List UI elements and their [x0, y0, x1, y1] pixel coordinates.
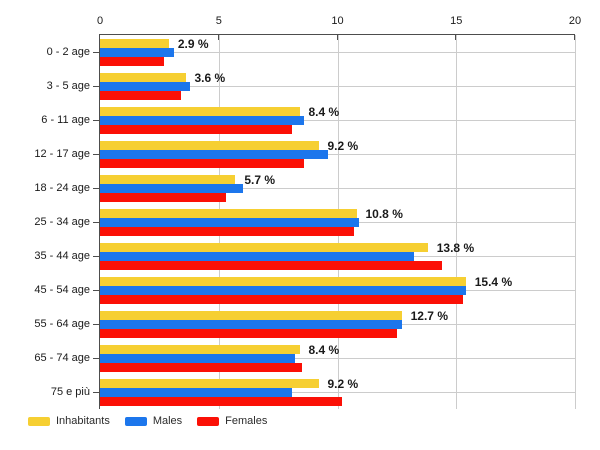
category-label: 75 e più: [50, 386, 90, 398]
legend-swatch-inhabitants: [28, 416, 50, 426]
bar-inhabitants: [100, 141, 319, 150]
bar-inhabitants: [100, 73, 186, 82]
bar-inhabitants: [100, 345, 300, 354]
vertical-gridline: [575, 35, 576, 409]
value-label: 15.4 %: [474, 275, 513, 289]
bar-males: [100, 354, 295, 363]
bar-females: [100, 57, 165, 66]
value-label: 2.9 %: [177, 37, 209, 51]
bar-inhabitants: [100, 311, 402, 320]
x-axis-label: 20: [568, 15, 582, 27]
bar-males: [100, 184, 243, 193]
bar-inhabitants: [100, 243, 428, 252]
category-gridline: [100, 392, 575, 393]
category-axis-tick: [93, 154, 99, 155]
category-label: 25 - 34 age: [34, 216, 90, 228]
category-axis-tick: [93, 290, 99, 291]
category-label: 3 - 5 age: [46, 80, 90, 92]
bar-males: [100, 218, 359, 227]
category-axis-tick: [93, 256, 99, 257]
bar-inhabitants: [100, 379, 319, 388]
legend-swatch-males: [124, 416, 147, 426]
bar-males: [100, 320, 402, 329]
value-label: 12.7 %: [410, 309, 448, 323]
bar-inhabitants: [100, 107, 300, 116]
category-label: 55 - 64 age: [34, 318, 90, 330]
category-axis-tick: [93, 392, 99, 393]
category-label: 65 - 74 age: [34, 352, 90, 364]
category-gridline: [100, 120, 575, 121]
value-label: 3.6 %: [194, 71, 226, 85]
bar-females: [100, 363, 302, 372]
category-label: 45 - 54 age: [34, 284, 90, 296]
x-axis-label: 10: [331, 15, 344, 27]
bar-inhabitants: [100, 277, 466, 286]
category-label: 0 - 2 age: [46, 46, 90, 58]
category-label: 35 - 44 age: [34, 250, 90, 262]
legend-label: Males: [152, 415, 183, 427]
bar-females: [100, 329, 397, 338]
bar-males: [100, 252, 414, 261]
x-axis-label: 5: [215, 15, 222, 27]
category-label: 18 - 24 age: [34, 182, 90, 194]
bar-males: [100, 388, 293, 397]
category-axis-tick: [93, 324, 99, 325]
bar-males: [100, 116, 305, 125]
x-axis-tick: [336, 34, 338, 40]
legend-item-inhabitants: Inhabitants: [28, 415, 110, 427]
bar-males: [100, 286, 466, 295]
value-label: 5.7 %: [244, 173, 276, 187]
bar-females: [100, 397, 343, 406]
category-gridline: [100, 86, 575, 87]
bar-females: [100, 193, 226, 202]
category-axis-tick: [93, 358, 99, 359]
bar-males: [100, 48, 174, 57]
value-label: 8.4 %: [308, 105, 340, 119]
value-label: 9.2 %: [327, 139, 359, 153]
value-label: 10.8 %: [365, 207, 403, 221]
category-gridline: [100, 358, 575, 359]
bar-females: [100, 125, 293, 134]
bar-females: [100, 227, 355, 236]
plot-area: 0 5 10 15 20 0 - 2 age 2.9 % 3 - 5 age 3.6 % 6 - …: [34, 15, 581, 409]
category-label: 6 - 11 age: [41, 114, 90, 126]
bar-females: [100, 91, 181, 100]
x-axis-tick: [217, 34, 219, 40]
bar-females: [100, 295, 464, 304]
legend-swatch-females: [197, 416, 220, 426]
value-label: 8.4 %: [308, 343, 340, 357]
chart-legend: Inhabitants Males Females: [28, 415, 282, 427]
category-axis-tick: [93, 86, 99, 87]
bar-males: [100, 82, 191, 91]
category-axis-tick: [93, 222, 99, 223]
bar-females: [100, 261, 442, 270]
legend-label: Females: [225, 415, 268, 427]
value-label: 13.8 %: [436, 241, 475, 255]
category-axis-tick: [93, 52, 99, 53]
bar-inhabitants: [100, 209, 357, 218]
legend-item-females: Females: [197, 415, 267, 427]
bar-inhabitants: [100, 175, 236, 184]
category-label: 12 - 17 age: [34, 148, 90, 160]
x-axis-tick: [455, 34, 457, 40]
value-label: 9.2 %: [327, 377, 359, 391]
x-axis-tick: [99, 34, 100, 40]
x-axis-tick: [574, 34, 575, 40]
category-axis-tick: [93, 120, 99, 121]
category-gridline: [100, 154, 575, 155]
x-axis-label: 0: [96, 15, 104, 27]
legend-label: Inhabitants: [56, 415, 110, 427]
legend-item-males: Males: [124, 415, 183, 427]
category-gridline: [100, 188, 575, 189]
bar-females: [100, 159, 305, 168]
category-gridline: [100, 52, 575, 53]
x-axis-label: 15: [450, 15, 463, 27]
bar-males: [100, 150, 328, 159]
bar-inhabitants: [100, 39, 169, 48]
category-axis-tick: [93, 188, 99, 189]
